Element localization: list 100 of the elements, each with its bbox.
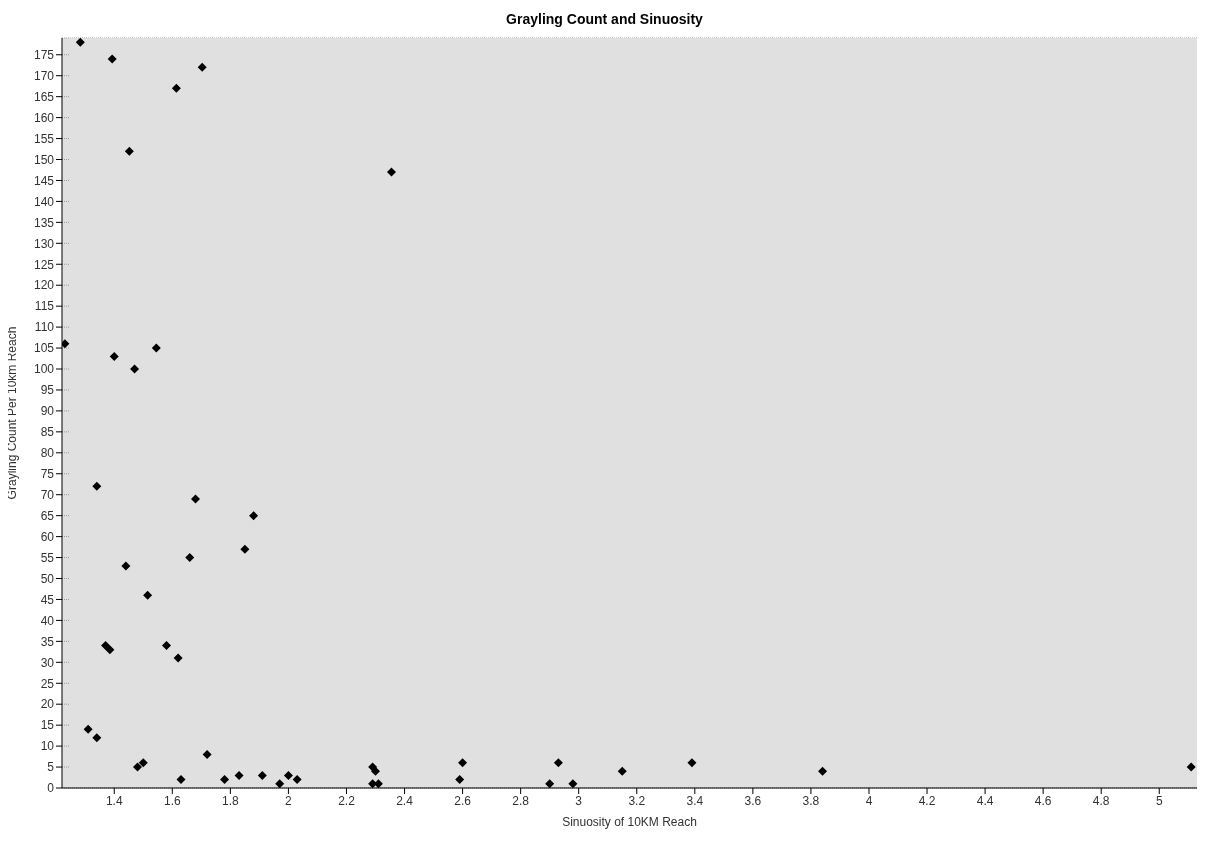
y-tick-label: 55 (40, 550, 55, 565)
y-tick-label: 95 (40, 383, 55, 398)
point (458, 758, 468, 768)
y-tick-label: 40 (40, 613, 55, 628)
x-tick-label: 2.2 (338, 793, 356, 808)
point (83, 724, 93, 734)
x-tick-label: 2.8 (512, 793, 530, 808)
x-tick-label: 1.4 (105, 793, 123, 808)
point (568, 779, 578, 788)
y-tick-label: 100 (33, 362, 55, 377)
x-tick-label: 2 (285, 793, 293, 808)
point (173, 653, 183, 663)
y-tick-label: 70 (40, 487, 55, 502)
point (101, 641, 111, 651)
point (197, 62, 207, 72)
y-tick-label: 10 (40, 739, 55, 754)
chart-title: Grayling Count and Sinuosity (505, 10, 704, 29)
x-tick-label: 1.6 (163, 793, 181, 808)
point (176, 775, 186, 785)
y-tick-label: 115 (34, 299, 55, 314)
point (220, 775, 230, 785)
y-tick-label: 50 (40, 571, 55, 586)
x-tick-label: 4.2 (918, 793, 936, 808)
y-tick-label: 130 (33, 236, 55, 251)
y-tick-label: 135 (33, 215, 55, 230)
point (191, 494, 201, 504)
y-tick-label: 25 (40, 676, 55, 691)
point (92, 481, 102, 491)
point (455, 775, 465, 785)
point (275, 779, 285, 788)
point (151, 343, 161, 353)
point (249, 511, 259, 521)
x-tick-label: 4.4 (976, 793, 994, 808)
y-tick-label: 75 (40, 467, 55, 482)
x-tick-label: 2.4 (396, 793, 414, 808)
y-tick-label: 45 (40, 592, 55, 607)
point (292, 775, 302, 785)
x-tick-label: 3.2 (628, 793, 646, 808)
point (371, 766, 380, 776)
y-axis-title: Grayling Count Per 10km Reach (5, 326, 20, 500)
point (234, 770, 244, 780)
y-tick-label: 0 (47, 781, 55, 796)
point (121, 561, 131, 571)
y-tick-label: 65 (40, 508, 55, 523)
point (283, 770, 293, 780)
y-tick-label: 150 (33, 152, 55, 167)
point (132, 762, 142, 772)
x-tick-label: 5 (1155, 793, 1163, 808)
point (185, 553, 195, 563)
y-tick-label: 145 (33, 173, 55, 188)
point (138, 758, 148, 768)
x-tick-label: 3.6 (744, 793, 762, 808)
point (687, 758, 697, 768)
y-tick-label: 105 (33, 341, 55, 356)
point (124, 146, 134, 156)
point (240, 544, 250, 554)
x-tick-label: 4.6 (1034, 793, 1052, 808)
x-tick-label: 1.8 (222, 793, 240, 808)
y-tick-label: 175 (33, 48, 55, 63)
x-tick-label: 3.8 (802, 793, 820, 808)
point (62, 339, 70, 349)
y-tick-label: 110 (34, 320, 55, 335)
point (171, 83, 181, 93)
y-tick-label: 160 (33, 110, 55, 125)
y-tick-label: 60 (40, 529, 55, 544)
y-tick-label: 90 (40, 404, 55, 419)
point (257, 770, 267, 780)
point (617, 766, 627, 776)
x-axis-title: Sinuosity of 10KM Reach (562, 815, 697, 829)
point (143, 590, 153, 600)
x-tick-label: 3 (575, 793, 583, 808)
y-tick-label: 125 (33, 257, 55, 272)
y-tick-label: 165 (33, 89, 55, 104)
y-tick-label: 35 (40, 634, 55, 649)
point (545, 779, 555, 788)
point (818, 766, 828, 776)
y-tick-label: 5 (47, 760, 55, 775)
x-tick-label: 3.4 (686, 793, 704, 808)
y-tick-label: 20 (40, 697, 55, 712)
y-tick-label: 30 (40, 655, 55, 670)
point (109, 351, 119, 361)
y-tick-label: 140 (33, 194, 55, 209)
y-tick-label: 170 (33, 68, 55, 83)
point (92, 733, 102, 743)
y-tick-label: 80 (40, 446, 55, 461)
point (75, 38, 85, 47)
point (553, 758, 563, 768)
y-tick-label: 15 (40, 718, 55, 733)
y-tick-label: 155 (33, 131, 55, 146)
point (130, 364, 140, 374)
x-tick-label: 4.8 (1092, 793, 1110, 808)
point (105, 645, 115, 655)
x-tick-label: 4 (865, 793, 873, 808)
point (1186, 762, 1196, 772)
point (107, 54, 117, 64)
point (386, 167, 396, 177)
y-tick-label: 120 (33, 278, 55, 293)
point (162, 641, 171, 651)
x-tick-label: 2.6 (454, 793, 472, 808)
point (202, 749, 212, 759)
